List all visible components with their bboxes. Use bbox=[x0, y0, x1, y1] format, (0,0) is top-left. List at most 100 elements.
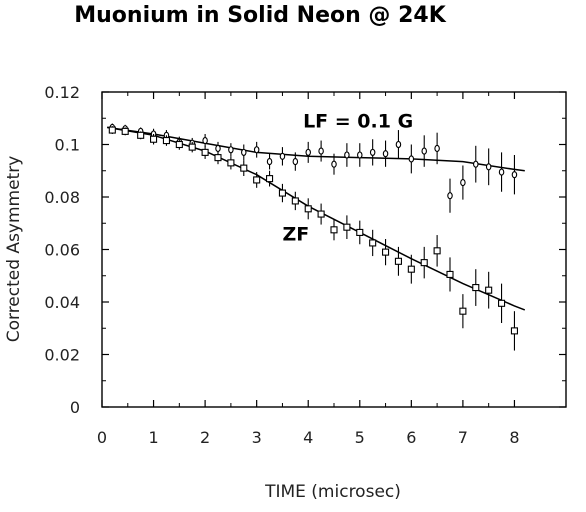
circle-marker bbox=[357, 151, 363, 159]
circle-marker bbox=[292, 158, 299, 166]
lf-data-point bbox=[215, 141, 221, 155]
square-marker bbox=[459, 307, 467, 315]
lf-data-point bbox=[318, 140, 324, 162]
square-marker bbox=[162, 137, 170, 145]
zf-data-point bbox=[433, 235, 441, 267]
square-marker bbox=[330, 226, 338, 234]
y-tick-label: 0.04 bbox=[44, 293, 80, 312]
square-marker bbox=[227, 159, 235, 167]
circle-marker bbox=[395, 140, 402, 149]
circle-marker bbox=[421, 147, 427, 155]
fit-line bbox=[107, 126, 526, 311]
square-marker bbox=[446, 270, 454, 278]
y-axis-label: Corrected Asymmetry bbox=[4, 156, 24, 343]
x-tick-label: 3 bbox=[252, 428, 262, 447]
x-axis: 0 1 2 3 4 5 6 7 8 bbox=[97, 92, 520, 447]
y-tick-label: 0.06 bbox=[44, 241, 80, 260]
chart-title: Muonium in Solid Neon @ 24K bbox=[74, 3, 446, 28]
zf-data-point bbox=[201, 145, 209, 159]
x-tick-label: 4 bbox=[303, 428, 313, 447]
circle-marker bbox=[279, 152, 286, 160]
square-marker bbox=[382, 248, 390, 256]
plot-frame bbox=[101, 91, 567, 408]
zf-data-point bbox=[330, 219, 338, 241]
square-marker bbox=[266, 175, 274, 183]
zf-data-point bbox=[407, 254, 415, 284]
circle-marker bbox=[253, 146, 260, 154]
zf-data-point bbox=[343, 215, 351, 239]
zf-data-point bbox=[253, 172, 261, 188]
square-marker bbox=[137, 131, 145, 139]
circle-marker bbox=[511, 171, 518, 179]
lf-data-point bbox=[485, 148, 492, 186]
y-tick-label: 0.12 bbox=[44, 83, 80, 102]
lf-data-point bbox=[434, 132, 440, 165]
zf-data-point bbox=[356, 220, 364, 245]
x-tick-label: 2 bbox=[200, 428, 210, 447]
x-axis-label: TIME (microsec) bbox=[264, 482, 401, 502]
y-tick-label: 0.02 bbox=[44, 346, 80, 365]
fit-line bbox=[107, 126, 525, 172]
circle-marker bbox=[447, 192, 453, 200]
square-marker bbox=[317, 210, 325, 218]
zf-data-point bbox=[420, 246, 428, 279]
lf-data-point bbox=[511, 155, 518, 195]
circle-marker bbox=[344, 151, 350, 159]
circle-marker bbox=[241, 148, 247, 156]
square-marker bbox=[291, 197, 299, 205]
circle-marker bbox=[266, 158, 273, 166]
zf-data-point bbox=[485, 271, 493, 309]
lf-data-point bbox=[357, 143, 363, 167]
lf-data-point bbox=[305, 141, 311, 163]
zf-data-point bbox=[214, 151, 222, 165]
lf-data-point bbox=[266, 153, 273, 170]
lf-data-point bbox=[369, 139, 376, 166]
zf-data-point bbox=[162, 135, 170, 146]
circle-marker bbox=[473, 160, 479, 168]
square-marker bbox=[407, 265, 415, 273]
square-marker bbox=[420, 259, 428, 267]
plot-area bbox=[101, 91, 567, 408]
lf-data-point bbox=[279, 147, 286, 166]
y-tick-label: 0.1 bbox=[55, 136, 80, 155]
zf-data-point bbox=[472, 269, 480, 306]
square-marker bbox=[278, 189, 286, 197]
zf-data-point bbox=[150, 134, 158, 145]
lf-data-point bbox=[447, 178, 453, 213]
lf-data-point bbox=[253, 141, 260, 158]
fit-lines bbox=[107, 126, 526, 311]
square-marker bbox=[510, 327, 518, 335]
annotation-label: ZF bbox=[282, 223, 309, 245]
circle-marker bbox=[331, 160, 337, 168]
square-marker bbox=[214, 154, 222, 162]
y-tick-label: 0 bbox=[70, 398, 80, 417]
circle-marker bbox=[215, 144, 221, 152]
zf-data-point bbox=[227, 156, 235, 170]
zf-data-point bbox=[121, 127, 129, 136]
square-marker bbox=[369, 239, 377, 247]
zf-data-point bbox=[304, 198, 312, 220]
circle-marker bbox=[485, 163, 492, 171]
square-marker bbox=[356, 228, 364, 236]
square-marker bbox=[343, 223, 351, 231]
circle-marker bbox=[460, 179, 466, 187]
square-marker bbox=[394, 257, 402, 265]
zf-data-point bbox=[188, 141, 196, 153]
square-marker bbox=[121, 127, 129, 135]
y-tick-label: 0.08 bbox=[44, 188, 80, 207]
x-tick-label: 8 bbox=[509, 428, 519, 447]
x-tick-label: 5 bbox=[355, 428, 365, 447]
circle-marker bbox=[408, 155, 415, 163]
x-tick-label: 6 bbox=[406, 428, 416, 447]
y-axis: 0 0.02 0.04 0.06 0.08 0.1 0.12 bbox=[44, 83, 566, 417]
zf-data-point bbox=[137, 131, 145, 140]
x-tick-label: 7 bbox=[458, 428, 468, 447]
zf-data-point bbox=[108, 126, 116, 134]
lf-data-point bbox=[460, 165, 466, 200]
square-marker bbox=[498, 299, 506, 307]
lf-data-point bbox=[292, 152, 299, 171]
square-marker bbox=[253, 176, 261, 184]
x-tick-label: 0 bbox=[97, 428, 107, 447]
zf-data-point bbox=[240, 160, 248, 176]
